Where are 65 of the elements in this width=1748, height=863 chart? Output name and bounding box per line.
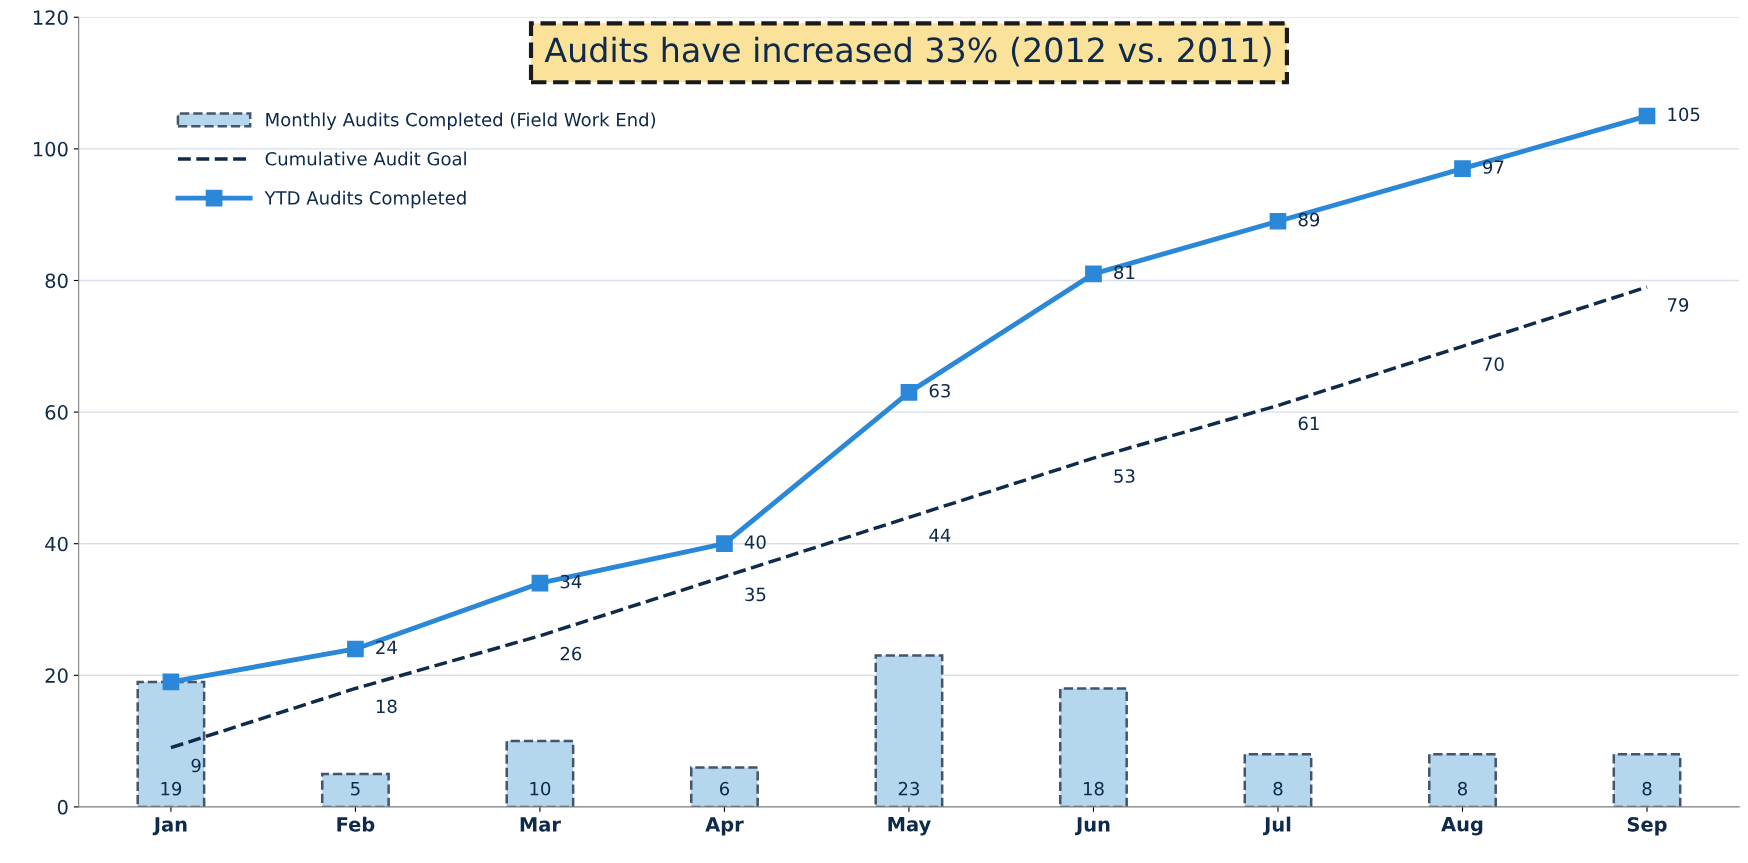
y-tick-label: 120 <box>33 10 68 25</box>
line-series <box>169 285 1649 750</box>
x-tick-label: Jun <box>1074 817 1110 836</box>
data-label: 97 <box>1483 160 1504 174</box>
data-label: 8 <box>1457 781 1467 796</box>
x-tick-label: Mar <box>520 817 561 832</box>
data-label: 105 <box>1668 107 1700 122</box>
legend-label: Cumulative Audit Goal <box>265 151 466 166</box>
data-label: 23 <box>898 781 919 796</box>
bar <box>136 680 206 807</box>
bar <box>689 766 759 807</box>
legend-label: Monthly Audits Completed (Field Work End) <box>266 112 656 130</box>
data-label: 9 <box>191 758 201 773</box>
point <box>1269 212 1287 230</box>
x-tick-label: Apr <box>705 817 744 836</box>
bar <box>1059 687 1128 807</box>
data-label: 40 <box>744 535 766 549</box>
annotation: Audits have increased 33% (2012 vs. 2011) <box>544 36 1271 67</box>
data-label: 53 <box>1114 469 1135 483</box>
bar <box>505 739 575 807</box>
point <box>716 535 733 553</box>
data-label: 5 <box>351 782 360 796</box>
data-label: 6 <box>719 781 730 796</box>
point <box>531 574 549 592</box>
data-label: 35 <box>745 587 766 602</box>
data-label: 44 <box>929 528 951 542</box>
data-label: 24 <box>376 640 397 654</box>
data-label: 19 <box>161 781 182 796</box>
point <box>1638 107 1656 125</box>
y-tick-label: 60 <box>45 405 68 420</box>
x-tick-label: Feb <box>337 816 375 832</box>
x-tick-label: May <box>888 817 931 836</box>
bar <box>874 654 944 807</box>
point <box>347 640 364 658</box>
y-tick-label: 100 <box>33 141 68 157</box>
data-label: 79 <box>1667 298 1689 312</box>
y-tick-label: 20 <box>45 668 68 683</box>
data-label: 8 <box>1642 781 1652 796</box>
data-label: 34 <box>560 574 582 589</box>
y-tick-label: 40 <box>45 536 68 552</box>
data-label: 61 <box>1298 416 1319 431</box>
x-tick-label: Aug <box>1441 817 1483 836</box>
y-tick-label: 80 <box>45 273 68 289</box>
point <box>900 384 918 401</box>
x-tick-label: Jul <box>1263 816 1291 836</box>
data-label: 10 <box>530 781 551 796</box>
data-label: 70 <box>1483 357 1504 371</box>
data-label: 81 <box>1114 265 1135 280</box>
legend-label: YTD Audits Completed <box>264 190 466 209</box>
data-label: 18 <box>376 699 397 714</box>
bar <box>320 772 390 807</box>
bar <box>1428 753 1497 807</box>
data-label: 63 <box>929 383 950 398</box>
point <box>1085 265 1102 283</box>
data-label: 8 <box>1273 781 1283 796</box>
point <box>1454 160 1471 177</box>
data-label: 89 <box>1298 212 1320 227</box>
x-tick-label: Jan <box>152 817 187 836</box>
bar <box>1243 753 1313 807</box>
data-label: 18 <box>1083 781 1104 796</box>
data-label: 26 <box>560 646 582 661</box>
y-tick-label: 0 <box>57 799 68 815</box>
bar <box>1612 753 1682 807</box>
point <box>162 673 180 691</box>
x-tick-label: Sep <box>1627 816 1667 836</box>
